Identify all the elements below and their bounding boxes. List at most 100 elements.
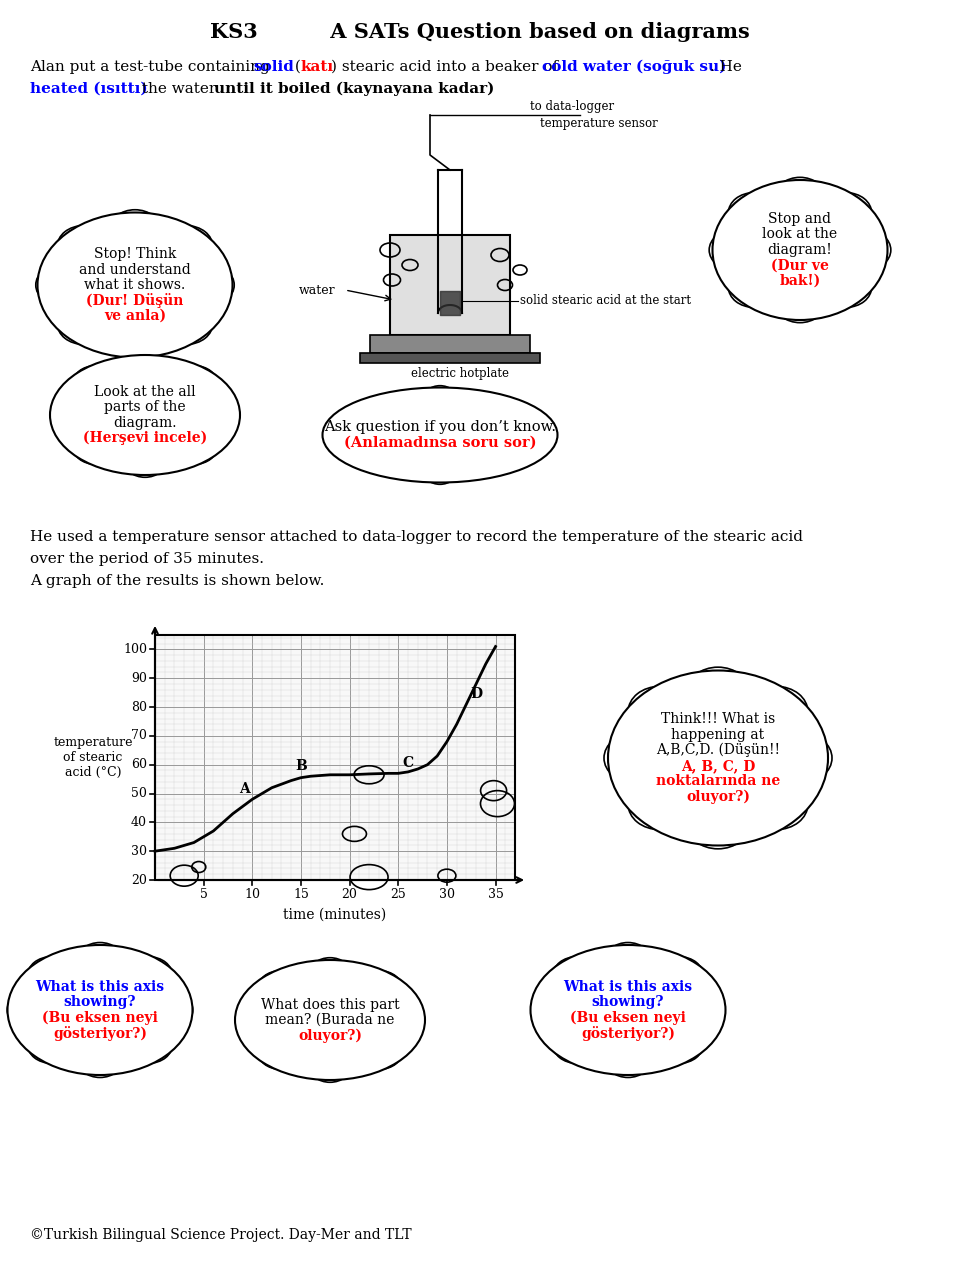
Text: katı: katı (300, 61, 333, 74)
Ellipse shape (821, 193, 872, 233)
Ellipse shape (235, 960, 425, 1080)
Ellipse shape (182, 264, 234, 305)
Text: (Dur! Düşün: (Dur! Düşün (86, 293, 183, 308)
Ellipse shape (628, 779, 691, 829)
Text: 30: 30 (439, 888, 455, 901)
Ellipse shape (729, 268, 779, 307)
Ellipse shape (678, 991, 725, 1029)
Ellipse shape (28, 957, 74, 994)
Text: mean? (Burada ne: mean? (Burada ne (265, 1013, 395, 1027)
Ellipse shape (775, 283, 826, 323)
Ellipse shape (52, 398, 95, 433)
Text: What does this part: What does this part (261, 997, 399, 1012)
Text: heated (ısıttı): heated (ısıttı) (30, 82, 148, 96)
Text: 80: 80 (131, 700, 147, 713)
Ellipse shape (108, 318, 161, 360)
Ellipse shape (709, 230, 759, 270)
Ellipse shape (485, 396, 519, 424)
Ellipse shape (359, 1035, 402, 1069)
Ellipse shape (821, 268, 872, 307)
Ellipse shape (686, 668, 750, 718)
Text: A: A (239, 782, 250, 796)
Ellipse shape (769, 733, 832, 784)
Text: 25: 25 (391, 888, 406, 901)
Text: oluyor?): oluyor?) (298, 1029, 362, 1042)
Text: 10: 10 (244, 888, 260, 901)
Ellipse shape (775, 178, 826, 217)
Text: What is this axis: What is this axis (36, 979, 164, 993)
Text: 70: 70 (132, 729, 147, 742)
Ellipse shape (124, 352, 167, 387)
Text: Think!!! What is: Think!!! What is (660, 712, 775, 726)
Ellipse shape (237, 1003, 280, 1037)
Text: over the period of 35 minutes.: over the period of 35 minutes. (30, 551, 264, 565)
Ellipse shape (423, 457, 457, 485)
Ellipse shape (361, 447, 395, 473)
Text: Look at the all: Look at the all (94, 385, 196, 399)
Text: (Bu eksen neyi: (Bu eksen neyi (42, 1011, 158, 1025)
Bar (370, 334, 530, 353)
Text: B: B (295, 758, 307, 772)
Ellipse shape (423, 386, 457, 413)
Text: temperature sensor: temperature sensor (540, 117, 658, 130)
Text: C: C (402, 756, 414, 770)
Ellipse shape (258, 1035, 301, 1069)
Bar (155, 635, 515, 880)
Ellipse shape (605, 943, 652, 981)
Text: the water: the water (137, 82, 222, 96)
Ellipse shape (335, 422, 369, 449)
Ellipse shape (174, 429, 217, 464)
Text: water: water (299, 284, 335, 297)
Ellipse shape (657, 957, 703, 994)
Ellipse shape (28, 1026, 74, 1063)
Ellipse shape (58, 226, 109, 268)
Text: (: ( (290, 61, 301, 74)
Text: gösteriyor?): gösteriyor?) (53, 1026, 147, 1041)
Text: D: D (470, 688, 483, 702)
Text: 15: 15 (293, 888, 309, 901)
Ellipse shape (308, 1047, 351, 1083)
Ellipse shape (108, 209, 161, 251)
Ellipse shape (361, 396, 395, 424)
Bar (155, 635, 515, 880)
Text: 30: 30 (131, 844, 147, 858)
Text: . He: . He (710, 61, 742, 74)
Ellipse shape (8, 945, 193, 1075)
Ellipse shape (36, 264, 88, 305)
Ellipse shape (485, 447, 519, 473)
Ellipse shape (745, 779, 807, 829)
Ellipse shape (511, 422, 545, 449)
Ellipse shape (73, 429, 116, 464)
Ellipse shape (58, 303, 109, 345)
Text: 50: 50 (132, 787, 147, 800)
Ellipse shape (308, 958, 351, 992)
Text: (Anlamadınsa soru sor): (Anlamadınsa soru sor) (344, 437, 537, 451)
Ellipse shape (50, 355, 240, 475)
Ellipse shape (195, 398, 238, 433)
Text: KS3          A SATs Question based on diagrams: KS3 A SATs Question based on diagrams (210, 21, 750, 42)
Text: Stop! Think: Stop! Think (94, 247, 177, 261)
Text: showing?: showing? (63, 996, 136, 1010)
Text: 60: 60 (131, 758, 147, 771)
Text: 20: 20 (132, 873, 147, 886)
Text: showing?: showing? (591, 996, 664, 1010)
Text: ©Turkish Bilingual Science Project. Day-Mer and TLT: ©Turkish Bilingual Science Project. Day-… (30, 1228, 412, 1242)
Text: solid: solid (253, 61, 294, 74)
Ellipse shape (531, 945, 726, 1075)
Ellipse shape (359, 970, 402, 1006)
Text: gösteriyor?): gösteriyor?) (581, 1026, 675, 1041)
Ellipse shape (323, 387, 558, 482)
Ellipse shape (126, 1026, 173, 1063)
Ellipse shape (258, 970, 301, 1006)
Text: noktalarında ne: noktalarında ne (656, 775, 780, 789)
Text: and understand: and understand (79, 262, 191, 276)
Ellipse shape (553, 957, 600, 994)
Text: 35: 35 (488, 888, 503, 901)
Ellipse shape (379, 1003, 422, 1037)
Text: diagram.: diagram. (113, 415, 177, 430)
Text: 100: 100 (123, 642, 147, 656)
Text: electric hotplate: electric hotplate (411, 367, 509, 380)
Text: (Herşevi incele): (Herşevi incele) (83, 432, 207, 445)
Text: time (minutes): time (minutes) (283, 907, 387, 923)
Ellipse shape (686, 799, 750, 849)
